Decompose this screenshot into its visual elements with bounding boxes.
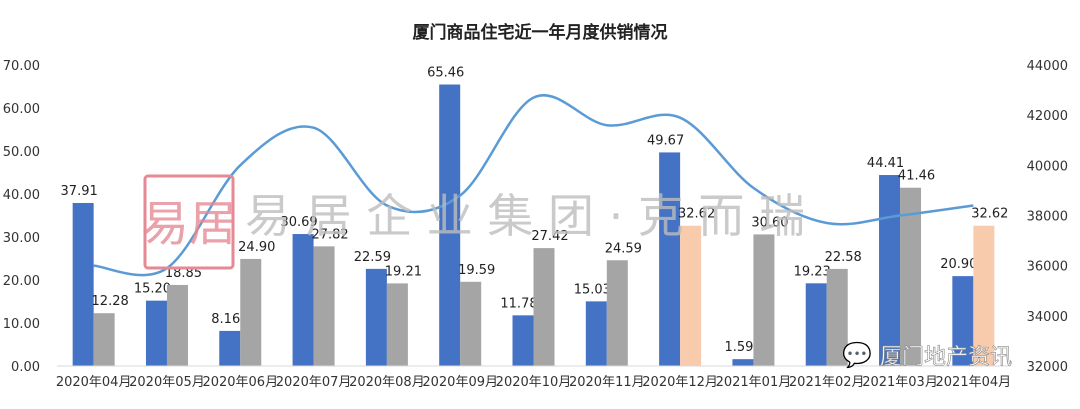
right-tick-label: 32000	[1027, 360, 1068, 375]
data-label: 32.62	[678, 207, 715, 222]
x-tick-label: 2021年01月	[716, 375, 792, 390]
bar-series-2	[533, 248, 555, 366]
data-label: 15.20	[134, 282, 171, 297]
left-tick-label: 60.00	[3, 102, 40, 117]
x-tick-label: 2021年04月	[936, 375, 1012, 390]
wechat-icon: 💬	[842, 341, 872, 369]
data-label: 30.69	[280, 215, 317, 230]
data-label: 22.59	[354, 250, 391, 265]
corner-watermark: 厦门地产资讯	[880, 345, 1012, 370]
seal-text: 易居	[141, 196, 237, 252]
line-series-path	[93, 94, 974, 277]
bar-series-2	[606, 260, 628, 366]
right-tick-label: 42000	[1027, 109, 1068, 124]
data-label: 65.46	[427, 66, 464, 81]
data-label: 20.90	[940, 257, 977, 272]
x-axis: 2020年04月2020年05月2020年06月2020年07月2020年08月…	[56, 375, 1011, 390]
bar-series-2	[93, 313, 115, 366]
x-tick-label: 2020年08月	[349, 375, 425, 390]
x-tick-label: 2020年05月	[129, 375, 205, 390]
right-tick-label: 38000	[1027, 210, 1068, 225]
data-label: 24.90	[238, 240, 275, 255]
right-tick-label: 36000	[1027, 260, 1068, 275]
x-tick-label: 2020年11月	[569, 375, 645, 390]
data-label: 37.91	[61, 184, 98, 199]
x-tick-label: 2020年04月	[56, 375, 132, 390]
data-label: 12.28	[92, 294, 129, 309]
bar-series-1	[659, 152, 681, 366]
right-tick-label: 34000	[1027, 310, 1068, 325]
x-tick-label: 2020年06月	[202, 375, 278, 390]
data-label: 30.60	[751, 215, 788, 230]
bar-series-1	[732, 359, 754, 366]
bar-series-1	[145, 300, 167, 366]
line-series	[93, 94, 974, 277]
left-tick-label: 0.00	[11, 360, 40, 375]
right-tick-label: 40000	[1027, 159, 1068, 174]
right-axis: 32000 34000 36000 38000 40000 42000 44000	[1027, 59, 1068, 375]
data-label: 19.59	[458, 263, 495, 278]
data-label: 19.21	[385, 264, 422, 279]
data-label: 27.82	[311, 227, 348, 242]
left-tick-label: 70.00	[3, 59, 40, 74]
bar-series-1	[72, 202, 94, 366]
x-tick-label: 2020年10月	[496, 375, 572, 390]
bar-series-1	[292, 234, 314, 366]
bar-series-2	[680, 225, 702, 366]
bar-series-1	[365, 268, 387, 366]
data-label: 8.16	[211, 312, 240, 327]
x-tick-label: 2020年07月	[276, 375, 352, 390]
bar-series-2	[166, 284, 188, 366]
bar-series-1	[952, 276, 974, 366]
bar-series-1	[805, 283, 827, 366]
bar-series-1	[585, 301, 607, 366]
data-label: 41.46	[898, 169, 935, 184]
data-label: 44.41	[867, 156, 904, 171]
right-tick-label: 44000	[1027, 59, 1068, 74]
bar-series-2	[386, 283, 408, 366]
data-label: 22.58	[825, 250, 862, 265]
x-tick-label: 2021年02月	[789, 375, 865, 390]
left-tick-label: 40.00	[3, 188, 40, 203]
data-label: 18.85	[165, 266, 202, 281]
bar-series-2	[240, 258, 262, 366]
bar-series-2	[973, 225, 995, 366]
bar-series-2	[753, 234, 775, 366]
left-tick-label: 30.00	[3, 231, 40, 246]
data-label: 11.78	[500, 296, 537, 311]
left-axis: 0.00 10.00 20.00 30.00 40.00 50.00 60.00 70.00	[3, 59, 40, 375]
x-tick-label: 2020年09月	[422, 375, 498, 390]
data-label: 15.03	[574, 282, 611, 297]
bar-series-2	[900, 187, 922, 366]
bar-series-2	[460, 281, 482, 366]
data-label: 49.67	[647, 133, 684, 148]
watermark: 易居 易居企业集团·克而瑞 💬 厦门地产资讯	[141, 174, 1012, 370]
seal-watermark	[143, 174, 235, 270]
left-tick-label: 10.00	[3, 317, 40, 332]
bar-series-1	[439, 84, 461, 366]
data-label: 32.62	[971, 207, 1008, 222]
bar-series-2	[826, 268, 848, 366]
bar-series-1	[512, 315, 534, 366]
x-tick-label: 2020年12月	[642, 375, 718, 390]
bar-series-1	[879, 175, 901, 366]
bar-series-1	[219, 330, 241, 366]
data-label: 1.59	[724, 340, 753, 355]
bar-series-2	[313, 246, 335, 366]
chart-title: 厦门商品住宅近一年月度供销情况	[413, 22, 668, 43]
data-label: 27.42	[531, 229, 568, 244]
left-tick-label: 20.00	[3, 274, 40, 289]
x-tick-label: 2021年03月	[862, 375, 938, 390]
main-watermark: 易居企业集团·克而瑞	[245, 189, 805, 243]
left-tick-label: 50.00	[3, 145, 40, 160]
data-label: 24.59	[605, 241, 642, 256]
data-label: 19.23	[794, 264, 831, 279]
